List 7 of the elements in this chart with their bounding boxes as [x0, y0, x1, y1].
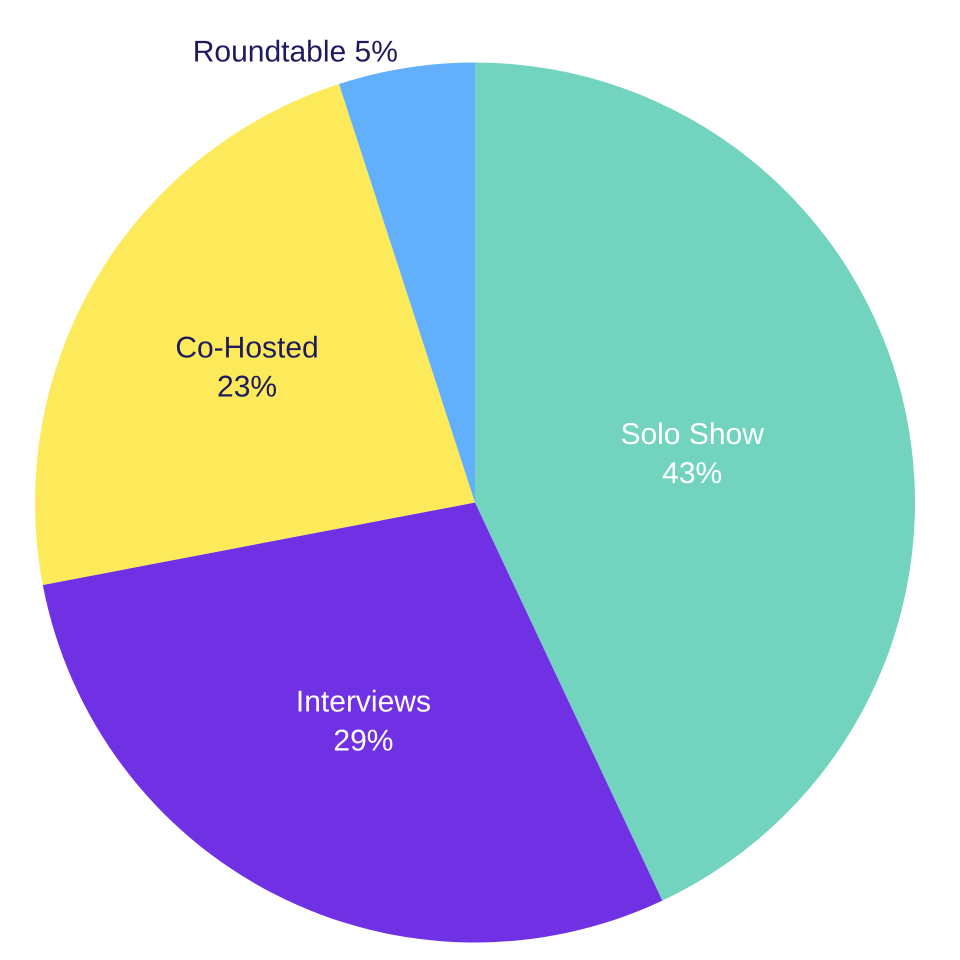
slice-label: Interviews [296, 686, 431, 718]
slice-label: Roundtable 5% [192, 35, 398, 68]
slice-label: Solo Show [620, 418, 764, 451]
data-label: 43% [662, 456, 722, 490]
slice-label: Co-Hosted [175, 332, 319, 365]
data-label: 29% [333, 724, 394, 758]
data-label: 23% [217, 370, 278, 404]
